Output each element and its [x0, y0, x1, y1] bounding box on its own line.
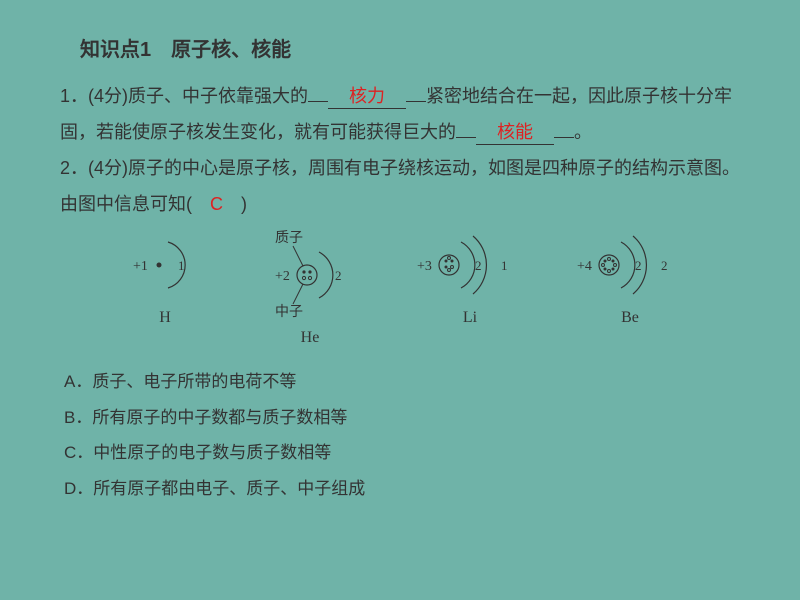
atom-li-shell1: 2: [475, 258, 482, 273]
atom-be-charge: +4: [577, 259, 592, 274]
atom-he-charge: +2: [275, 269, 290, 284]
atom-li: +3 2 1 Li: [405, 230, 535, 354]
question-1: 1．(4分)质子、中子依靠强大的核力紧密地结合在一起，因此原子核十分牢固，若能使…: [60, 78, 750, 150]
atom-h-shell1: 1: [178, 258, 185, 273]
atom-he-icon: 质子 +2 2 中子: [245, 230, 375, 320]
atom-be: +4 2 2 Be: [565, 230, 695, 354]
option-c: C．中性原子的电子数与质子数相等: [64, 435, 750, 471]
atom-diagram-row: +1 1 H 质子 +2 2 中子: [60, 230, 750, 354]
atom-be-shell1: 2: [635, 258, 642, 273]
q1-blank2: 核能: [476, 122, 554, 145]
atom-h: +1 1 H: [115, 230, 215, 354]
options-block: A．质子、电子所带的电荷不等 B．所有原子的中子数都与质子数相等 C．中性原子的…: [60, 364, 750, 507]
option-d: D．所有原子都由电子、质子、中子组成: [64, 471, 750, 507]
q1-blank1: 核力: [328, 86, 406, 109]
atom-he: 质子 +2 2 中子 He: [245, 230, 375, 354]
atom-he-label: He: [245, 322, 375, 354]
atom-h-charge: +1: [133, 259, 148, 274]
atom-h-label: H: [115, 302, 215, 334]
atom-li-label: Li: [405, 302, 535, 334]
atom-be-icon: +4 2 2: [565, 230, 695, 300]
atom-he-shell1: 2: [335, 268, 342, 283]
q1-prefix: 1．(4分)质子、中子依靠强大的: [60, 86, 308, 106]
option-a: A．质子、电子所带的电荷不等: [64, 364, 750, 400]
atom-h-icon: +1 1: [115, 230, 215, 300]
atom-li-charge: +3: [417, 259, 432, 274]
q2-answer: C: [210, 194, 223, 214]
q2-line: 2．(4分)原子的中心是原子核，周围有电子绕核运动，如图是四种原子的结构示意图。…: [60, 158, 740, 214]
atom-be-label: Be: [565, 302, 695, 334]
label-neutron: 中子: [275, 304, 303, 320]
q1-suffix: 。: [574, 122, 592, 142]
label-proton: 质子: [275, 230, 303, 246]
atom-li-icon: +3 2 1: [405, 230, 535, 300]
option-b: B．所有原子的中子数都与质子数相等: [64, 400, 750, 436]
q2-tail: ): [223, 194, 247, 214]
section-heading: 知识点1 原子核、核能: [60, 30, 750, 70]
atom-be-shell2: 2: [661, 258, 668, 273]
atom-li-shell2: 1: [501, 258, 508, 273]
question-2: 2．(4分)原子的中心是原子核，周围有电子绕核运动，如图是四种原子的结构示意图。…: [60, 150, 750, 222]
